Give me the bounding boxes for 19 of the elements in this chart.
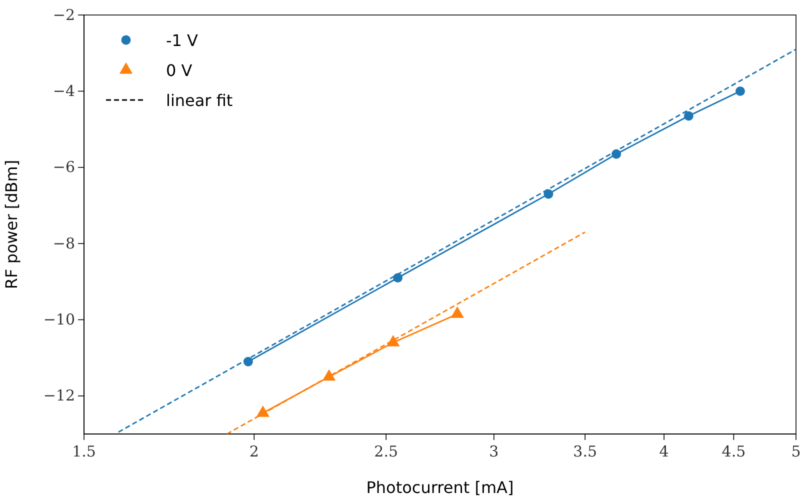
y-tick-label: −10: [43, 310, 75, 329]
y-tick-label: −2: [52, 6, 75, 24]
x-tick-label: 2: [249, 442, 259, 460]
x-tick-label: 3.5: [573, 442, 597, 460]
x-tick-label: 3: [489, 442, 499, 460]
x-tick-label: 4.5: [722, 442, 746, 460]
y-tick-label: −12: [43, 386, 75, 405]
x-tick-label: 4: [659, 442, 669, 460]
legend-label: -1 V: [166, 31, 198, 50]
x-tick-label: 1.5: [72, 442, 96, 460]
y-axis-title: RF power [dBm]: [2, 160, 21, 290]
legend-label: 0 V: [166, 61, 192, 80]
y-tick-label: −8: [52, 234, 75, 252]
legend-label: linear fit: [166, 91, 233, 110]
x-axis-title: Photocurrent [mA]: [366, 478, 514, 497]
y-tick-label: −4: [52, 82, 75, 100]
x-tick-label: 2.5: [374, 442, 398, 460]
x-tick-label: 5: [791, 442, 801, 460]
y-tick-label: −6: [52, 158, 75, 176]
